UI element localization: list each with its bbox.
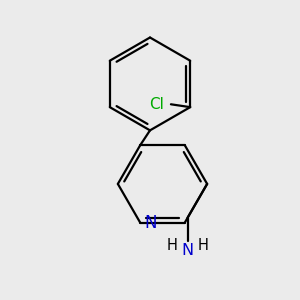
Text: Cl: Cl — [150, 97, 164, 112]
Text: H: H — [197, 238, 208, 253]
Text: H: H — [167, 238, 178, 253]
Text: N: N — [182, 243, 194, 258]
Text: N: N — [145, 214, 157, 232]
